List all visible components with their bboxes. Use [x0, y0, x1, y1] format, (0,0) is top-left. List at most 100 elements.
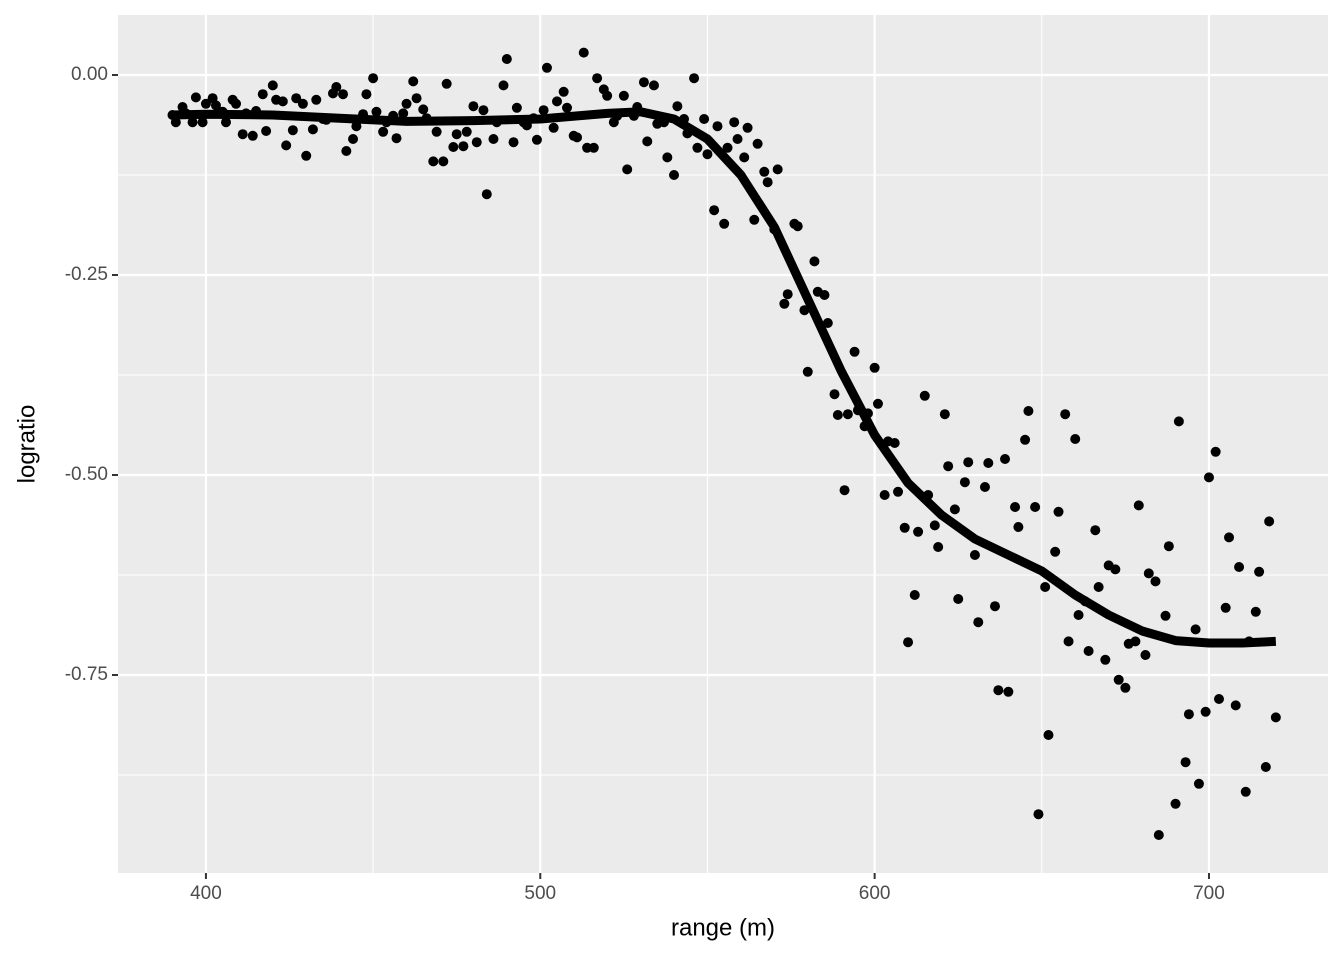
point: [368, 73, 379, 84]
point: [401, 98, 412, 109]
point: [1234, 562, 1245, 572]
point: [471, 137, 482, 148]
point: [1070, 434, 1081, 444]
point: [551, 96, 562, 107]
point: [832, 410, 843, 420]
point: [548, 122, 559, 133]
point: [1200, 706, 1211, 717]
point: [802, 366, 813, 377]
y-tick-label: -0.75: [65, 664, 108, 685]
point: [893, 486, 904, 497]
point: [1230, 700, 1241, 711]
point: [943, 461, 954, 472]
point: [307, 124, 318, 135]
point: [993, 685, 1004, 696]
point: [939, 409, 950, 420]
point: [1210, 446, 1221, 457]
point: [1214, 694, 1225, 704]
point: [371, 106, 382, 117]
point: [458, 141, 469, 152]
point: [1133, 500, 1144, 511]
point: [989, 601, 1000, 612]
point: [842, 409, 853, 420]
point: [772, 164, 783, 175]
point: [973, 617, 984, 628]
point: [508, 137, 519, 148]
point: [889, 438, 900, 448]
smooth-line: [172, 107, 1277, 648]
point: [1170, 798, 1181, 809]
point: [538, 105, 549, 116]
point: [699, 114, 710, 124]
point: [531, 134, 542, 145]
point: [949, 504, 960, 515]
point: [231, 98, 242, 109]
point: [1270, 712, 1281, 723]
point: [719, 218, 730, 229]
y-tick-label: -0.25: [65, 264, 108, 285]
point: [618, 90, 629, 101]
point: [1173, 416, 1184, 427]
point: [648, 80, 659, 91]
point: [752, 138, 763, 149]
point: [933, 542, 944, 552]
x-tick-label: 400: [190, 883, 222, 904]
point: [541, 62, 552, 73]
point: [287, 125, 298, 136]
point: [672, 101, 683, 112]
point: [822, 318, 833, 328]
point: [1153, 830, 1164, 840]
point: [1113, 674, 1124, 685]
point: [572, 132, 583, 143]
point: [732, 134, 743, 144]
point: [1250, 606, 1261, 617]
point: [762, 177, 773, 188]
point: [849, 346, 860, 357]
point: [408, 76, 419, 87]
point: [782, 289, 793, 300]
point: [331, 82, 342, 92]
point: [428, 156, 439, 167]
point: [1033, 809, 1044, 820]
point: [170, 117, 181, 128]
point: [1010, 502, 1021, 512]
point: [281, 140, 292, 151]
point: [488, 134, 499, 144]
point: [1130, 636, 1141, 647]
y-tick-label: 0.00: [71, 64, 108, 85]
point: [267, 80, 278, 91]
point: [558, 86, 569, 97]
point: [210, 100, 221, 111]
point: [478, 105, 489, 116]
point: [501, 54, 512, 64]
point: [919, 390, 930, 401]
point: [588, 142, 599, 153]
point: [1000, 454, 1011, 464]
point: [712, 121, 723, 132]
point: [257, 89, 268, 100]
point: [1100, 654, 1111, 665]
point: [1254, 566, 1265, 577]
point: [468, 101, 479, 112]
point: [742, 122, 753, 133]
point: [819, 290, 830, 300]
point: [638, 77, 649, 88]
point: [311, 94, 322, 105]
point: [220, 117, 231, 128]
point: [1193, 778, 1204, 789]
point: [261, 126, 272, 136]
point: [1083, 646, 1094, 656]
point: [809, 256, 820, 267]
point: [879, 490, 890, 500]
point: [1040, 582, 1051, 592]
point: [1053, 506, 1064, 517]
point: [562, 102, 573, 113]
y-axis-title: logratio: [13, 405, 40, 484]
point: [899, 522, 910, 533]
point: [953, 594, 964, 604]
x-axis-title: range (m): [671, 914, 775, 941]
point: [511, 102, 522, 113]
point: [341, 146, 352, 156]
point: [1264, 516, 1275, 527]
